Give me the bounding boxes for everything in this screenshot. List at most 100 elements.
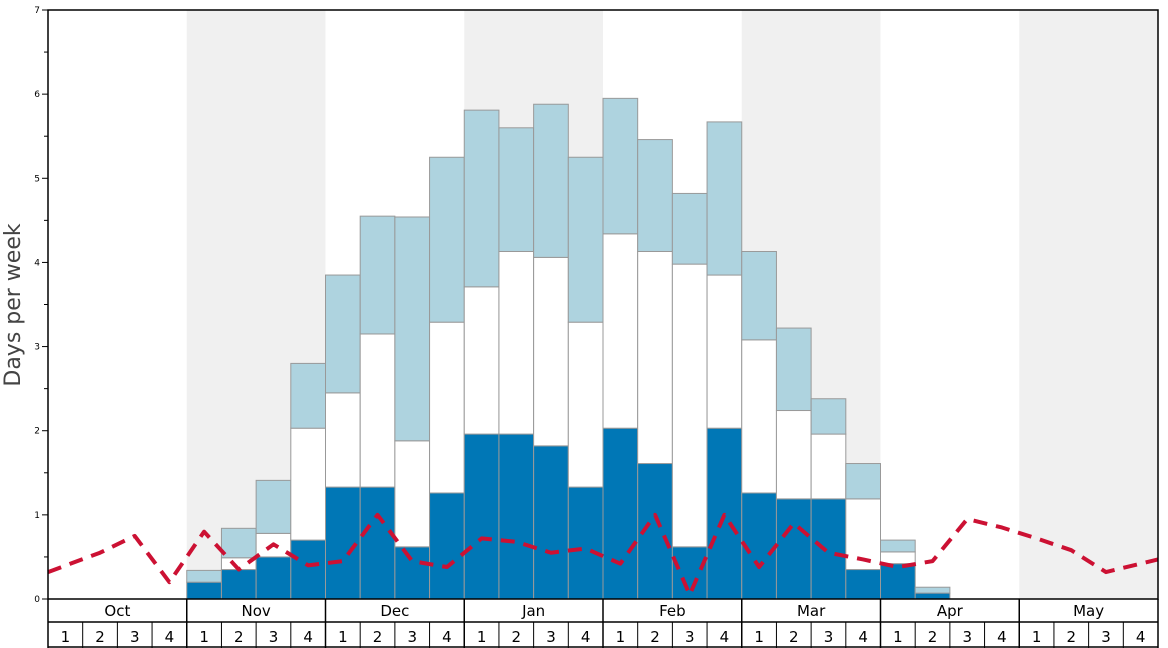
bar-week-24-segment-1 bbox=[845, 569, 881, 600]
month-label-may: May bbox=[1073, 602, 1104, 620]
bar-week-10-segment-1 bbox=[359, 486, 396, 600]
y-tick-label: 4 bbox=[34, 258, 40, 268]
month-label-mar: Mar bbox=[797, 602, 826, 620]
x-axis: Oct 1 2 3 4 Nov 1 2 3 4 Dec 1 2 3 4 Jan 1 2 3 4 Feb 1 2 3 4 Mar 1 2… bbox=[47, 9, 1159, 648]
bar-week-6-segment-3 bbox=[220, 527, 257, 559]
bar-week-20-segment-3 bbox=[706, 121, 743, 276]
week-label: 3 bbox=[130, 628, 140, 646]
bar-week-6-segment-1 bbox=[220, 569, 257, 600]
week-label: 2 bbox=[95, 628, 105, 646]
bar-week-11-segment-1 bbox=[394, 546, 431, 600]
bar-week-23-segment-2 bbox=[810, 433, 847, 500]
bar-week-12-segment-2 bbox=[429, 321, 465, 494]
week-label: 1 bbox=[616, 628, 626, 646]
average-line-path bbox=[47, 512, 1159, 597]
bar-week-19-segment-3 bbox=[671, 192, 708, 265]
bar-week-7-segment-1 bbox=[255, 556, 292, 600]
week-label: 2 bbox=[928, 628, 938, 646]
week-label: 3 bbox=[269, 628, 279, 646]
week-label: 3 bbox=[685, 628, 695, 646]
week-label: 2 bbox=[512, 628, 522, 646]
week-label: 4 bbox=[1136, 628, 1146, 646]
week-label: 3 bbox=[546, 628, 556, 646]
week-label: 1 bbox=[61, 628, 71, 646]
week-label: 1 bbox=[1032, 628, 1042, 646]
bar-week-18-segment-2 bbox=[637, 250, 673, 465]
bar-week-25-segment-1 bbox=[880, 563, 916, 600]
bar-week-16-segment-3 bbox=[567, 156, 604, 323]
month-label-feb: Feb bbox=[659, 602, 686, 620]
bar-week-7-segment-3 bbox=[255, 479, 292, 534]
week-label: 2 bbox=[373, 628, 383, 646]
bar-week-8-segment-2 bbox=[290, 427, 326, 541]
stacked-bars bbox=[186, 97, 951, 600]
week-label: 3 bbox=[407, 628, 417, 646]
bar-week-10-segment-3 bbox=[359, 215, 396, 335]
bar-week-21-segment-1 bbox=[741, 492, 777, 600]
bar-week-12-segment-1 bbox=[429, 492, 465, 600]
week-label: 4 bbox=[303, 628, 313, 646]
week-label: 4 bbox=[858, 628, 868, 646]
week-label: 1 bbox=[199, 628, 209, 646]
bar-week-21-segment-2 bbox=[741, 339, 777, 494]
bar-week-14-segment-2 bbox=[498, 250, 535, 435]
week-label: 4 bbox=[581, 628, 591, 646]
week-label: 2 bbox=[1067, 628, 1077, 646]
bar-week-17-segment-3 bbox=[602, 97, 639, 235]
bar-week-13-segment-1 bbox=[463, 433, 500, 600]
bar-week-26-segment-1 bbox=[914, 592, 951, 600]
week-label: 4 bbox=[720, 628, 730, 646]
week-label: 3 bbox=[962, 628, 972, 646]
bar-week-25-segment-2 bbox=[880, 551, 916, 565]
bar-week-9-segment-2 bbox=[325, 392, 361, 488]
bar-week-16-segment-1 bbox=[567, 486, 604, 600]
bar-week-5-segment-1 bbox=[186, 581, 222, 600]
week-label: 3 bbox=[1101, 628, 1111, 646]
bar-week-22-segment-2 bbox=[775, 410, 812, 500]
bar-week-11-segment-3 bbox=[394, 216, 431, 442]
week-label: 3 bbox=[824, 628, 834, 646]
bar-week-22-segment-3 bbox=[775, 327, 812, 412]
y-tick-label: 0 bbox=[34, 595, 40, 605]
week-label: 4 bbox=[165, 628, 175, 646]
week-label: 1 bbox=[754, 628, 764, 646]
y-tick-label: 2 bbox=[34, 427, 40, 437]
bar-week-13-segment-3 bbox=[463, 109, 500, 288]
week-label: 2 bbox=[789, 628, 799, 646]
y-axis-title: Days per week bbox=[1, 223, 26, 386]
month-label-nov: Nov bbox=[241, 602, 270, 620]
bar-week-25-segment-3 bbox=[880, 539, 916, 553]
bar-week-20-segment-2 bbox=[706, 274, 743, 429]
week-label: 4 bbox=[442, 628, 452, 646]
y-tick-label: 7 bbox=[34, 6, 40, 16]
bar-week-8-segment-3 bbox=[290, 362, 326, 429]
bar-week-17-segment-1 bbox=[602, 427, 639, 600]
bar-week-19-segment-2 bbox=[671, 263, 708, 548]
month-label-dec: Dec bbox=[380, 602, 409, 620]
bar-week-15-segment-2 bbox=[533, 256, 569, 447]
week-label: 1 bbox=[477, 628, 487, 646]
bar-week-12-segment-3 bbox=[429, 156, 465, 323]
week-label: 1 bbox=[338, 628, 348, 646]
bar-week-8-segment-1 bbox=[290, 539, 326, 600]
bar-week-13-segment-2 bbox=[463, 286, 500, 435]
bar-week-23-segment-3 bbox=[810, 398, 847, 435]
bar-week-24-segment-3 bbox=[845, 463, 881, 500]
bar-week-18-segment-3 bbox=[637, 139, 673, 252]
y-tick-label: 3 bbox=[34, 343, 40, 353]
y-tick-label: 6 bbox=[34, 90, 40, 100]
bar-week-15-segment-1 bbox=[533, 445, 569, 600]
average-line bbox=[47, 512, 1159, 597]
y-tick-label: 1 bbox=[34, 511, 40, 521]
bar-week-19-segment-1 bbox=[671, 546, 708, 600]
week-label: 2 bbox=[234, 628, 244, 646]
bar-week-21-segment-3 bbox=[741, 250, 777, 341]
bar-week-9-segment-3 bbox=[325, 274, 361, 394]
week-label: 2 bbox=[650, 628, 660, 646]
bar-week-26-segment-3 bbox=[914, 586, 951, 594]
bar-week-11-segment-2 bbox=[394, 440, 431, 548]
bar-week-23-segment-1 bbox=[810, 498, 847, 600]
y-axis: 0 1 2 3 4 5 6 7 bbox=[34, 6, 48, 605]
bar-week-15-segment-3 bbox=[533, 103, 569, 258]
